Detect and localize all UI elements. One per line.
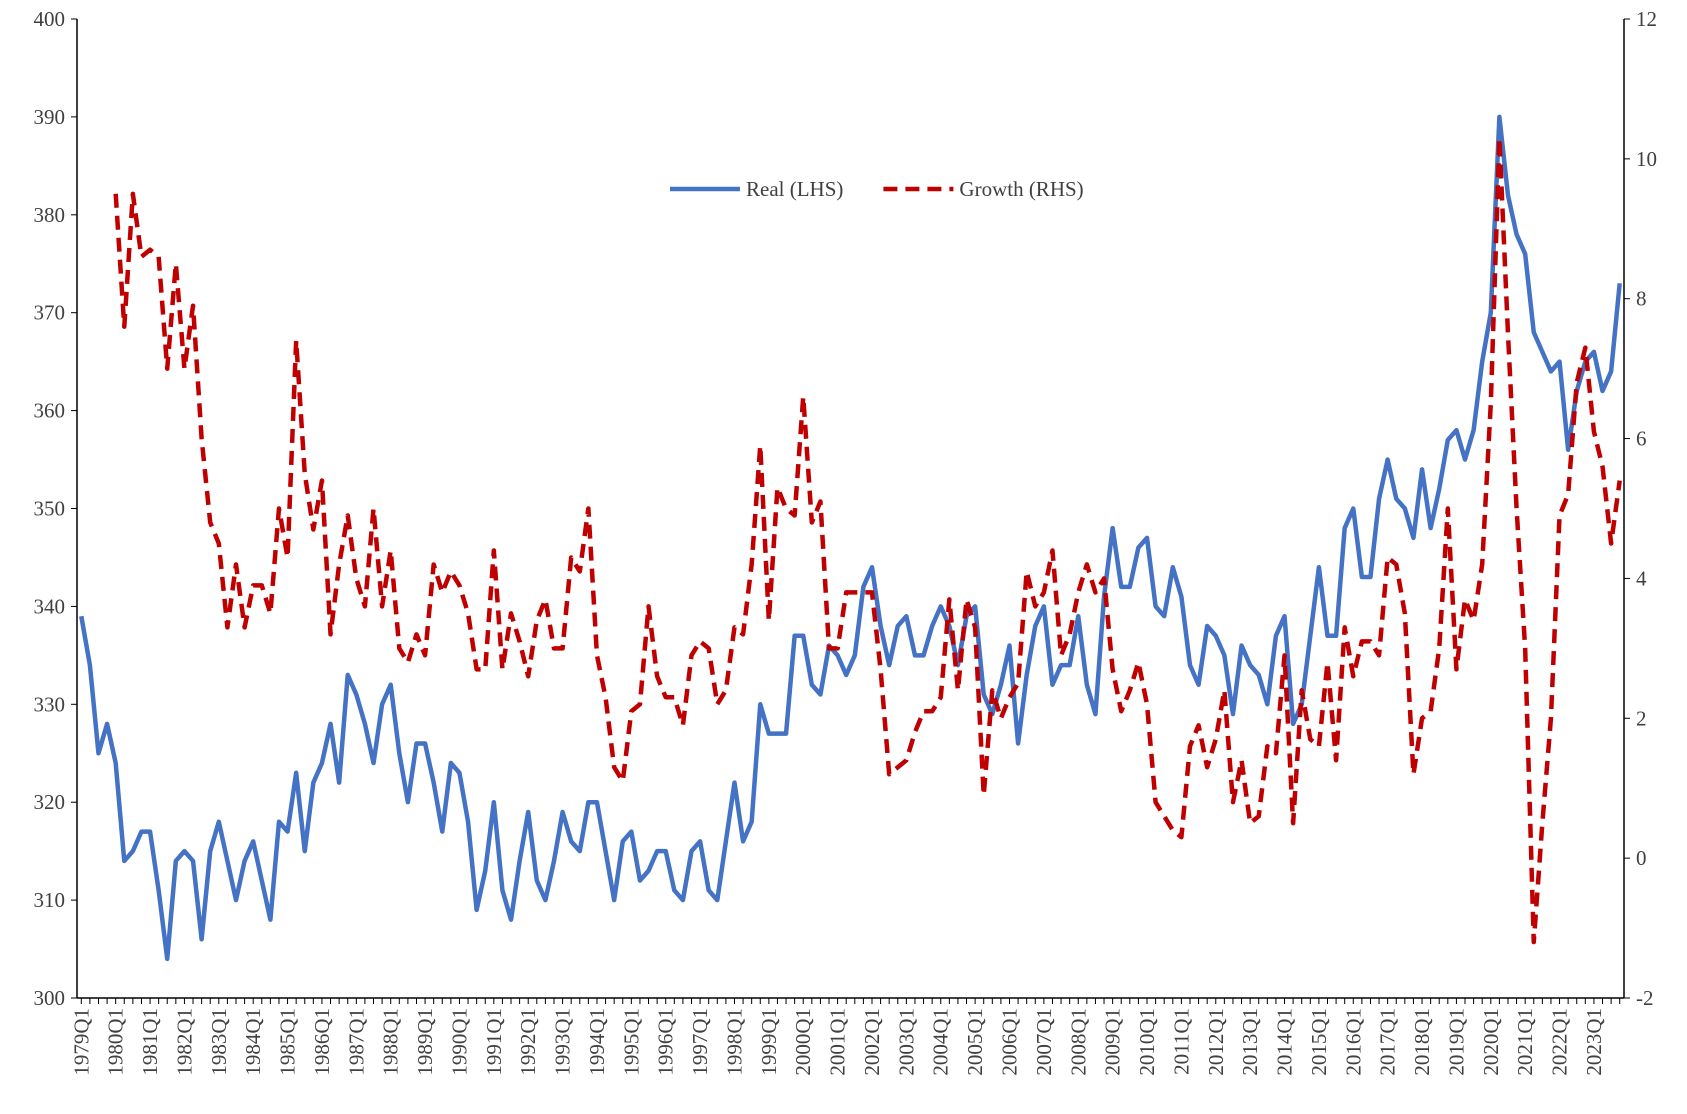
- x-tick-label: 2013Q1: [1238, 1008, 1262, 1076]
- y2-tick-label: 0: [1636, 846, 1647, 870]
- series-line: [113, 135, 1622, 945]
- x-tick-label: 2021Q1: [1513, 1008, 1537, 1076]
- y-tick-label: 400: [34, 7, 66, 31]
- y-tick-label: 350: [34, 497, 66, 521]
- x-tick-label: 1979Q1: [69, 1008, 93, 1076]
- x-tick-label: 1995Q1: [619, 1008, 643, 1076]
- x-tick-label: 2002Q1: [860, 1008, 884, 1076]
- y-tick-label: 320: [34, 790, 66, 814]
- x-tick-label: 2009Q1: [1101, 1008, 1125, 1076]
- y-tick-label: 340: [34, 594, 66, 618]
- x-tick-label: 2012Q1: [1204, 1008, 1228, 1076]
- x-tick-label: 1999Q1: [757, 1008, 781, 1076]
- y-tick-label: 310: [34, 888, 66, 912]
- y-tick-label: 360: [34, 399, 66, 423]
- y2-tick-label: 8: [1636, 287, 1647, 311]
- x-tick-label: 1997Q1: [688, 1008, 712, 1076]
- x-tick-label: 1986Q1: [310, 1008, 334, 1076]
- x-tick-label: 2016Q1: [1341, 1008, 1365, 1076]
- x-tick-label: 2014Q1: [1273, 1008, 1297, 1076]
- x-tick-label: 1998Q1: [722, 1008, 746, 1076]
- x-tick-label: 2015Q1: [1307, 1008, 1331, 1076]
- y-tick-label: 300: [34, 986, 66, 1010]
- x-tick-label: 1994Q1: [585, 1008, 609, 1076]
- x-tick-label: 1981Q1: [138, 1008, 162, 1076]
- x-tick-label: 2018Q1: [1410, 1008, 1434, 1076]
- x-tick-label: 2022Q1: [1548, 1008, 1572, 1076]
- x-tick-label: 1991Q1: [482, 1008, 506, 1076]
- x-tick-label: 1980Q1: [104, 1008, 128, 1076]
- y-tick-label: 370: [34, 301, 66, 325]
- y2-tick-label: 12: [1636, 7, 1657, 31]
- x-tick-label: 2004Q1: [929, 1008, 953, 1076]
- y2-tick-label: 4: [1636, 566, 1647, 590]
- x-tick-label: 1982Q1: [172, 1008, 196, 1076]
- x-tick-label: 2000Q1: [791, 1008, 815, 1076]
- x-tick-label: 2020Q1: [1479, 1008, 1503, 1076]
- x-tick-label: 1984Q1: [241, 1008, 265, 1076]
- y-tick-label: 330: [34, 692, 66, 716]
- x-tick-label: 2017Q1: [1376, 1008, 1400, 1076]
- x-tick-label: 2008Q1: [1066, 1008, 1090, 1076]
- x-tick-label: 2005Q1: [963, 1008, 987, 1076]
- x-tick-label: 2011Q1: [1169, 1008, 1193, 1075]
- legend-label: Real (LHS): [746, 177, 843, 201]
- y2-tick-label: -2: [1636, 986, 1654, 1010]
- y2-tick-label: 10: [1636, 147, 1657, 171]
- x-tick-label: 1988Q1: [379, 1008, 403, 1076]
- y2-tick-label: 6: [1636, 427, 1647, 451]
- x-tick-label: 1983Q1: [207, 1008, 231, 1076]
- y-tick-label: 390: [34, 105, 66, 129]
- y2-tick-label: 2: [1636, 706, 1647, 730]
- x-tick-label: 2010Q1: [1135, 1008, 1159, 1076]
- x-tick-label: 2006Q1: [997, 1008, 1021, 1076]
- x-tick-label: 2007Q1: [1032, 1008, 1056, 1076]
- x-tick-label: 1989Q1: [413, 1008, 437, 1076]
- x-tick-label: 1987Q1: [344, 1008, 368, 1076]
- x-tick-label: 1985Q1: [276, 1008, 300, 1076]
- series-line: [79, 114, 1622, 962]
- legend-label: Growth (RHS): [959, 177, 1083, 201]
- x-tick-label: 1996Q1: [654, 1008, 678, 1076]
- y-tick-label: 380: [34, 203, 66, 227]
- x-tick-label: 2003Q1: [894, 1008, 918, 1076]
- x-tick-label: 2019Q1: [1444, 1008, 1468, 1076]
- x-tick-label: 1993Q1: [551, 1008, 575, 1076]
- x-tick-label: 2001Q1: [826, 1008, 850, 1076]
- x-tick-label: 2023Q1: [1582, 1008, 1606, 1076]
- x-tick-label: 1992Q1: [516, 1008, 540, 1076]
- x-tick-label: 1990Q1: [447, 1008, 471, 1076]
